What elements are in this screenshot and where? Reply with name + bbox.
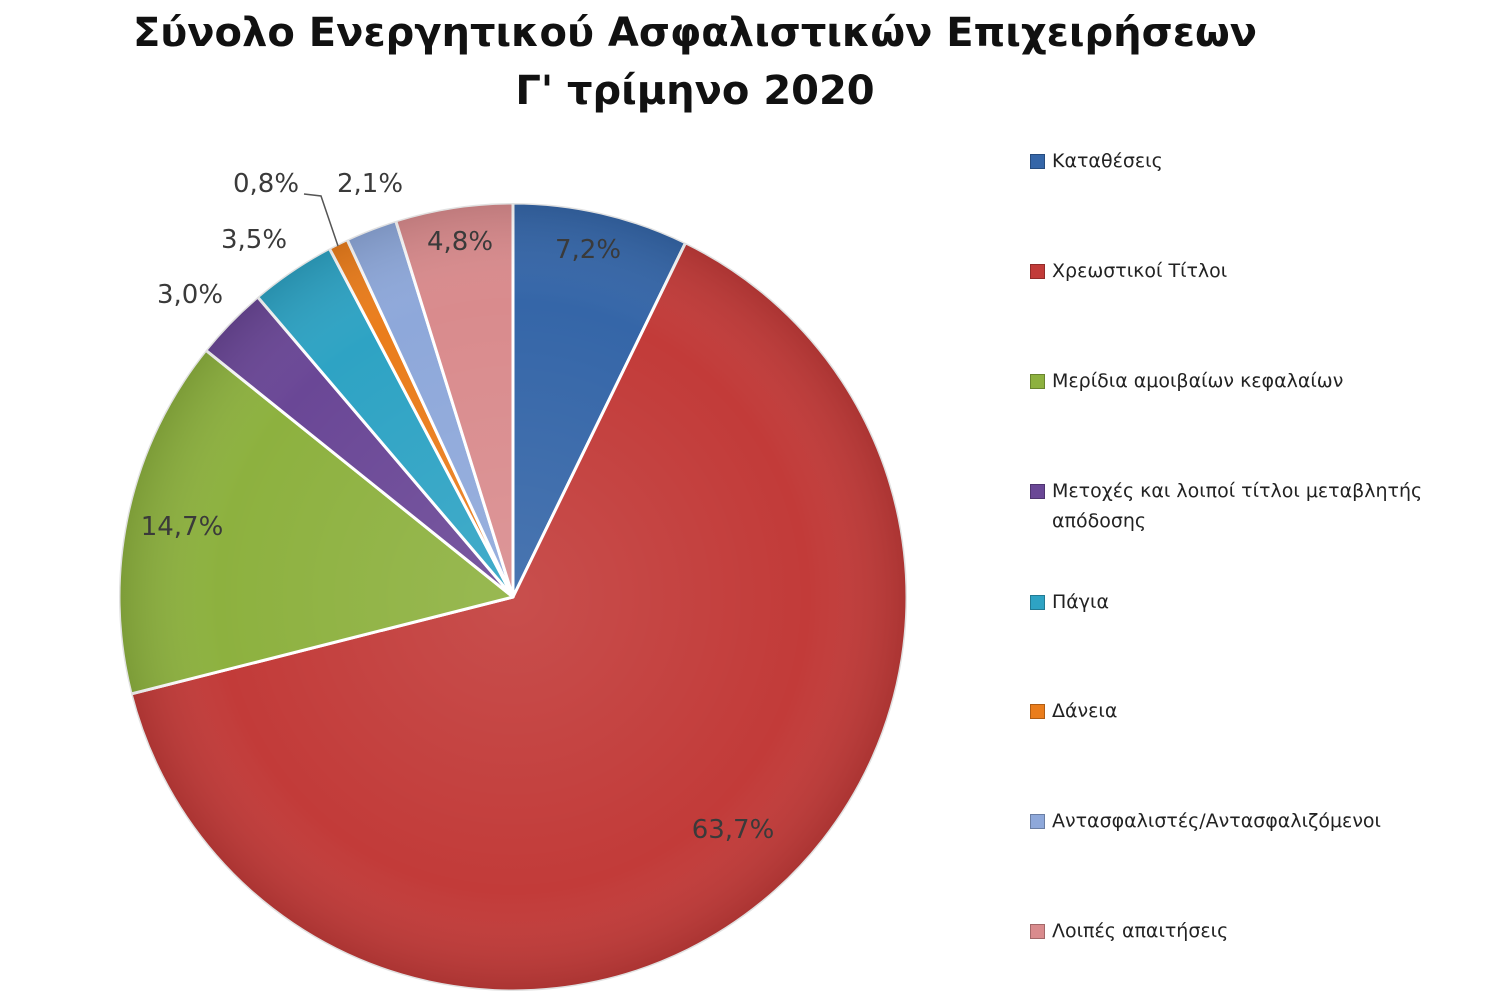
legend-swatch-3 xyxy=(1030,374,1045,389)
legend-label-6: Δάνεια xyxy=(1052,700,1118,722)
slice-label-1: 7,2% xyxy=(555,235,621,265)
slice-label-6: 0,8% xyxy=(233,169,299,199)
legend-label-2: Χρεωστικοί Τίτλοι xyxy=(1052,260,1228,282)
legend-label-5: Πάγια xyxy=(1052,591,1110,613)
legend-item-6: Δάνεια xyxy=(1030,696,1480,726)
leader-line-slice-6 xyxy=(303,193,339,247)
legend-swatch-7 xyxy=(1030,814,1045,829)
legend-label-8: Λοιπές απαιτήσεις xyxy=(1052,920,1229,942)
legend-swatch-5 xyxy=(1030,595,1045,610)
legend-item-7: Αντασφαλιστές/Αντασφαλιζόμενοι xyxy=(1030,806,1480,836)
slice-label-7: 2,1% xyxy=(337,169,403,199)
pie-chart: 7,2% 63,7% 14,7% 3,0% 3,5% 0,8% 2,1% 4,8% xyxy=(117,169,909,993)
legend-swatch-1 xyxy=(1030,154,1045,169)
legend-swatch-6 xyxy=(1030,704,1045,719)
legend-item-8: Λοιπές απαιτήσεις xyxy=(1030,916,1480,946)
slice-labels: 7,2% 63,7% 14,7% 3,0% 3,5% 0,8% 2,1% 4,8% xyxy=(141,169,775,845)
slice-label-5: 3,5% xyxy=(221,225,287,255)
legend-swatch-4 xyxy=(1030,484,1045,499)
legend-swatch-8 xyxy=(1030,924,1045,939)
legend-item-3: Μερίδια αμοιβαίων κεφαλαίων xyxy=(1030,366,1480,396)
legend-label-7: Αντασφαλιστές/Αντασφαλιζόμενοι xyxy=(1052,810,1381,832)
legend-label-3: Μερίδια αμοιβαίων κεφαλαίων xyxy=(1052,370,1344,392)
legend-swatch-2 xyxy=(1030,264,1045,279)
legend-item-1: Καταθέσεις xyxy=(1030,146,1480,176)
chart-title-line-1: Σύνολο Ενεργητικού Ασφαλιστικών Επιχειρή… xyxy=(132,10,1258,56)
legend-label-1: Καταθέσεις xyxy=(1052,150,1163,172)
pie-slices xyxy=(117,201,909,993)
slice-label-3: 14,7% xyxy=(141,512,224,542)
chart-title: Σύνολο Ενεργητικού Ασφαλιστικών Επιχειρή… xyxy=(0,4,1390,120)
legend-item-4: Μετοχές και λοιποί τίτλοι μεταβλητής από… xyxy=(1030,476,1480,536)
chart-title-line-2: Γ' τρίμηνο 2020 xyxy=(515,68,875,114)
legend-item-5: Πάγια xyxy=(1030,587,1480,617)
slice-label-2: 63,7% xyxy=(692,815,775,845)
slice-label-4: 3,0% xyxy=(157,280,223,310)
legend-label-4: Μετοχές και λοιποί τίτλοι μεταβλητής από… xyxy=(1052,480,1423,532)
slice-label-8: 4,8% xyxy=(427,227,493,257)
legend-item-2: Χρεωστικοί Τίτλοι xyxy=(1030,256,1480,286)
